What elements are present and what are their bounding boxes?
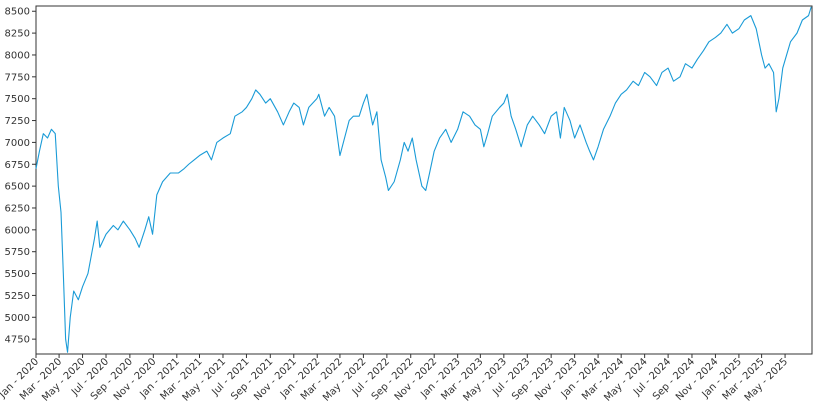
y-tick-label: 8000	[5, 50, 30, 61]
y-tick-label: 7250	[5, 116, 30, 127]
y-tick-label: 7500	[5, 94, 30, 105]
y-tick-label: 6500	[5, 182, 30, 193]
y-tick-label: 5500	[5, 269, 30, 280]
y-tick-label: 7000	[5, 138, 30, 149]
series-layer	[35, 6, 812, 353]
plot-frame	[35, 5, 813, 355]
y-axis: 4750 5000 5250 5500 5750 6000 6250 6500 6750 7000…	[5, 7, 36, 346]
y-tick-label: 6750	[5, 160, 30, 171]
y-tick-label: 6250	[5, 203, 30, 214]
y-tick-label: 5000	[5, 313, 30, 324]
series-line	[35, 6, 812, 353]
y-tick-label: 7750	[5, 72, 30, 83]
y-tick-label: 6000	[5, 225, 30, 236]
y-tick-label: 5250	[5, 291, 30, 302]
y-tick-label: 8250	[5, 29, 30, 40]
y-tick-label: 5750	[5, 247, 30, 258]
y-tick-label: 8500	[5, 7, 30, 18]
y-tick-label: 4750	[5, 335, 30, 346]
